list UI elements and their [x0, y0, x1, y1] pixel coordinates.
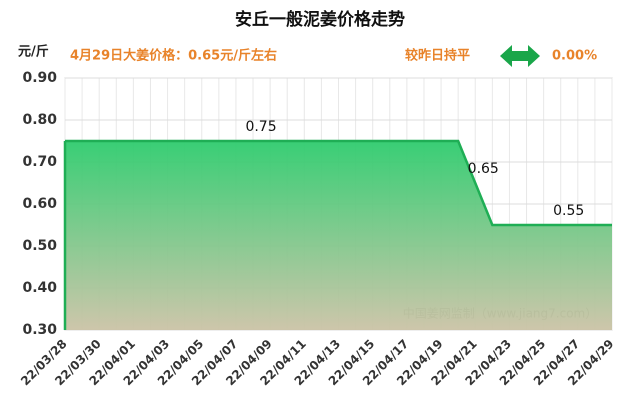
y-tick-label: 0.60 [22, 196, 57, 212]
y-unit: 元/斤 [18, 44, 49, 60]
y-tick-label: 0.30 [22, 322, 57, 338]
area [65, 141, 612, 330]
value-label: 0.65 [468, 161, 499, 177]
chart-title: 安丘一般泥姜价格走势 [235, 9, 405, 30]
line [65, 139, 612, 227]
y-tick-label: 0.70 [22, 154, 57, 170]
y-tick-label: 0.40 [22, 280, 57, 296]
subtitle: 4月29日大姜价格：0.65元/斤左右 [70, 48, 277, 64]
flat-arrow-icon [500, 45, 540, 67]
value-label: 0.55 [553, 203, 584, 219]
plot: 0.300.400.500.600.700.800.90中国姜网监制（www.j… [18, 70, 617, 388]
change-text: 较昨日持平 [405, 48, 470, 64]
change-value: 0.00% [552, 49, 597, 64]
y-tick-label: 0.50 [22, 238, 57, 254]
y-tick-label: 0.90 [22, 70, 57, 86]
value-label: 0.75 [245, 119, 276, 135]
y-tick-label: 0.80 [22, 112, 57, 128]
